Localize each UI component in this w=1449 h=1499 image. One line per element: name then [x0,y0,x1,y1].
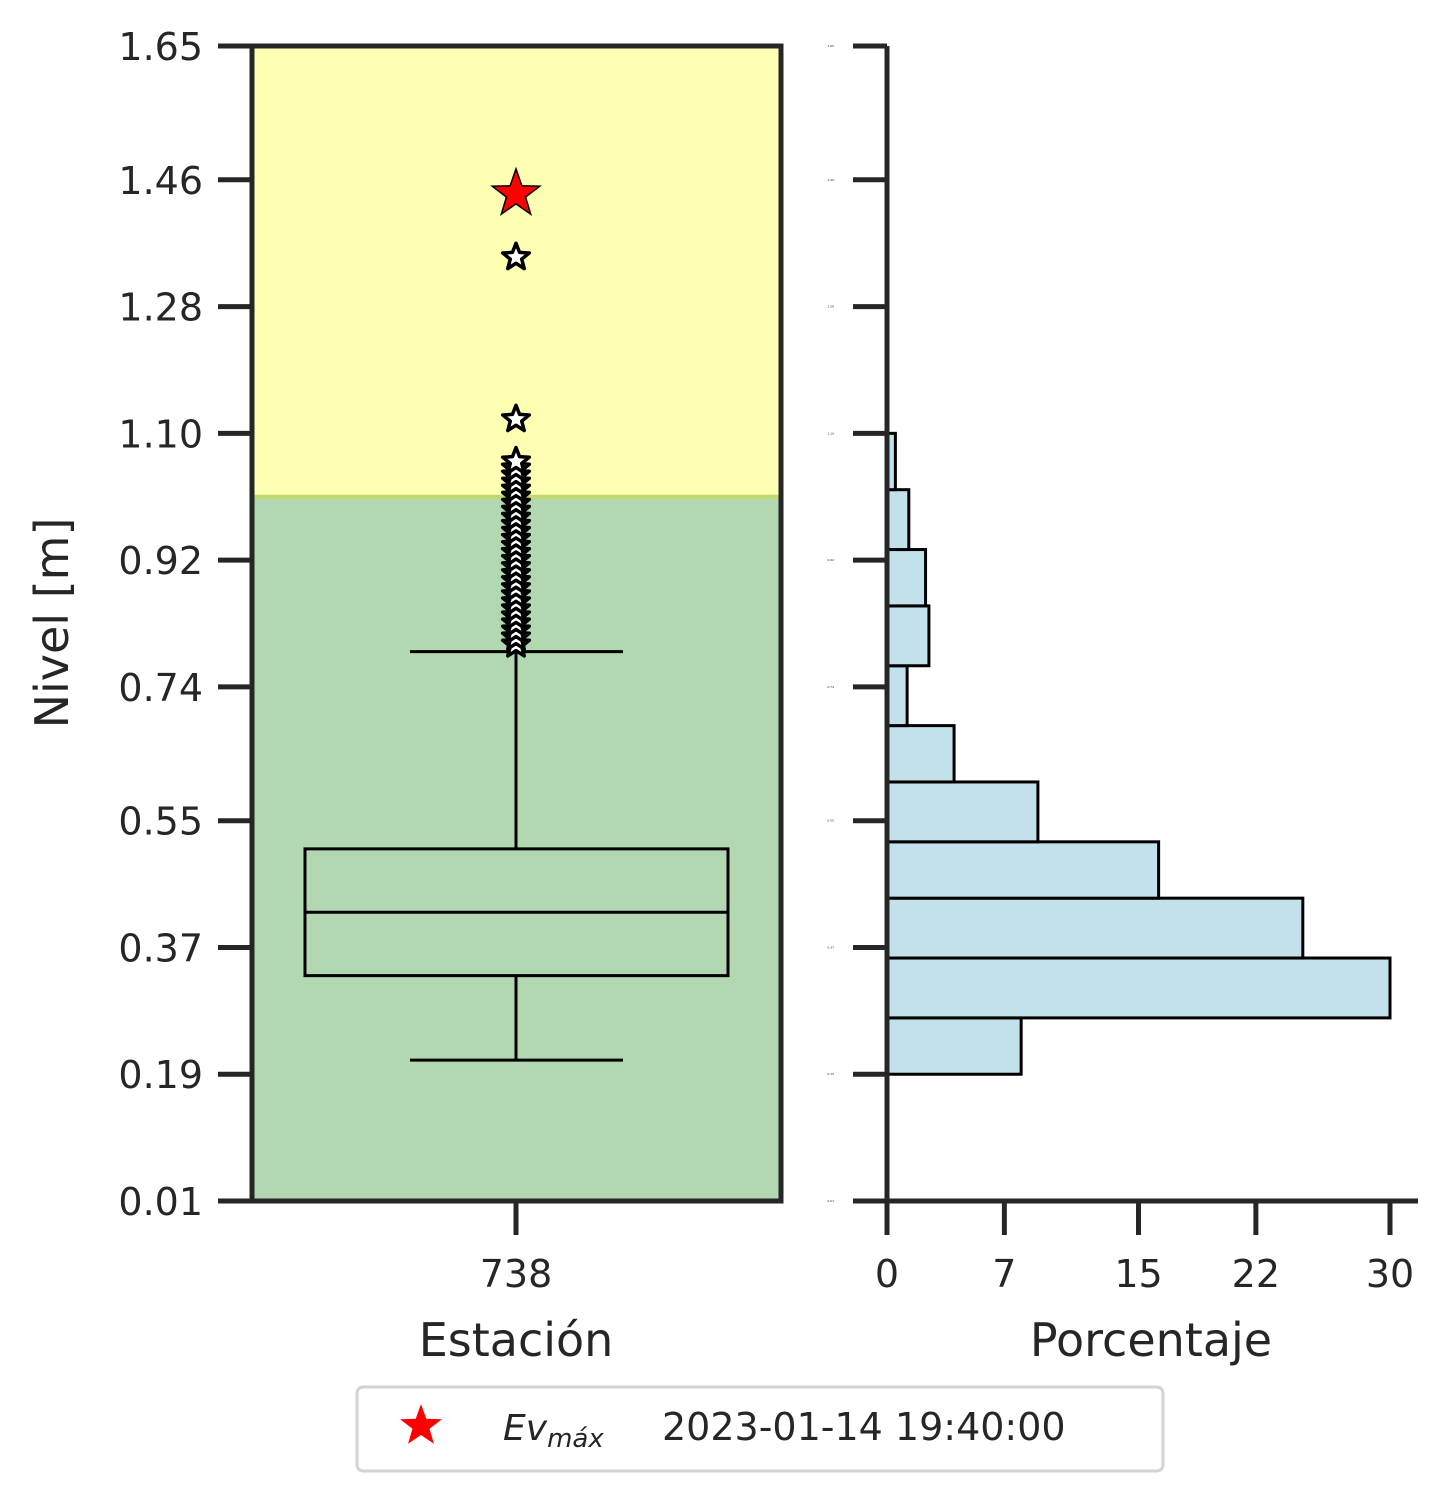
histogram-y-tick-label: 1.46 [827,178,834,182]
level-band-1 [252,46,781,497]
y-tick-label: 0.55 [118,800,203,844]
max-event-marker [490,166,542,216]
histogram-x-tick-label: 15 [1114,1252,1162,1296]
histogram-x-tick-label: 0 [875,1252,899,1296]
histogram-y-tick-label: 0.92 [827,558,834,562]
y-axis-ticks: 0.01 0.19 0.37 0.55 0.74 0.92 1.10 1.28 1.46 1.65 [118,25,252,1224]
y-tick-label: 0.19 [118,1053,203,1097]
histogram-y-tick-label: 0.01 [827,1199,834,1203]
histogram-bar [885,604,931,668]
histogram-y-tick-label: 0.74 [827,685,834,689]
y-tick-label: 0.37 [118,926,203,970]
outlier-point [500,445,532,475]
x-axis-ticks: 738 [480,1201,553,1296]
histogram-y-tick-label: 1.28 [827,305,834,309]
y-tick-label: 0.92 [118,539,203,583]
histogram-x-tick-label: 7 [992,1252,1016,1296]
histogram-bar [885,724,956,784]
max-event-star [490,166,542,216]
legend-star-icon [400,1404,442,1444]
legend: Evmáx 2023-01-14 19:40:00 [355,1385,1165,1473]
y-axis-label: Nivel [m] [25,518,79,729]
histogram-y-tick-label: 1.10 [827,431,834,435]
histogram-bar [885,548,928,608]
histogram-x-ticks: 0 7 15 22 30 [875,1201,1414,1296]
legend-date: 2023-01-14 19:40:00 [662,1405,1066,1449]
histogram-bar [885,956,1392,1020]
boxplot-panel: 0.01 0.19 0.37 0.55 0.74 0.92 1.10 1.28 1.46 1.65… [25,25,784,1367]
x-tick-label: 738 [480,1252,553,1296]
x-axis-label-percentage: Porcentaje [1030,1313,1272,1367]
histogram-bar [885,840,1161,900]
histogram-x-tick-label: 30 [1366,1252,1414,1296]
legend-ev-sub: máx [547,1424,604,1454]
y-tick-label: 0.01 [118,1180,203,1224]
y-tick-label: 1.65 [118,25,203,69]
y-tick-label: 0.74 [118,666,203,710]
histogram-y-ticks: 0.01 0.19 0.37 0.55 0.74 0.92 1.10 1.28 1.46 1.65 [827,43,887,1204]
boxplot [303,650,730,1062]
legend-ev-main: Ev [503,1408,548,1449]
histogram-bar [885,664,909,728]
histogram-y-tick-label: 0.37 [827,945,834,949]
y-tick-label: 1.46 [118,159,203,203]
histogram-bar [885,896,1305,960]
histogram-y-tick-label: 1.65 [827,44,834,48]
legend-ev-label: Evmáx [503,1408,604,1454]
histogram-y-tick-label: 0.19 [827,1072,834,1076]
histogram-y-tick-label: 0.55 [827,819,834,823]
histogram-bars [885,431,1392,1076]
histogram-x-tick-label: 22 [1232,1252,1280,1296]
y-tick-label: 1.10 [118,412,203,456]
histogram-bar [885,780,1040,844]
histogram-bar [885,488,911,552]
histogram-bar [885,1016,1023,1076]
outlier-point [500,403,532,433]
outlier-point [500,241,532,271]
legend-box [355,1385,1165,1473]
outlier-markers [500,241,532,658]
y-tick-label: 1.28 [118,286,203,330]
x-axis-label-station: Estación [419,1313,614,1367]
histogram-panel: 0.01 0.19 0.37 0.55 0.74 0.92 1.10 1.28 1.46 1.65… [827,43,1418,1367]
